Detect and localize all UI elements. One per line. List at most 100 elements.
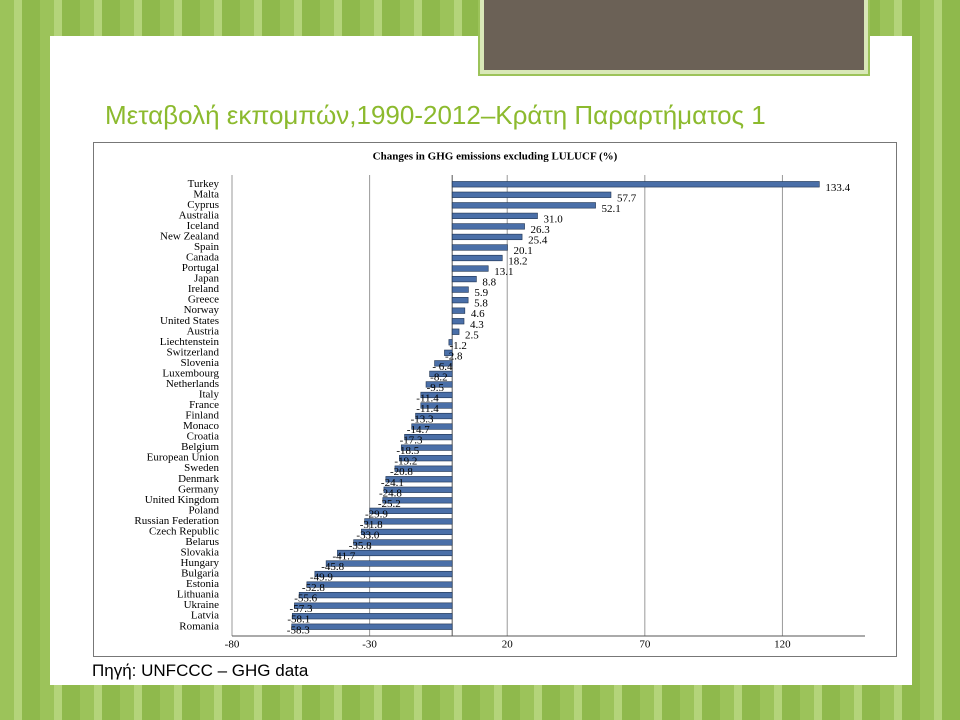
y-tick-label: Canada: [186, 252, 219, 264]
bar: [451, 297, 469, 304]
y-tick-label: European Union: [147, 452, 220, 464]
value-label: -17.3: [400, 435, 423, 447]
value-label: 5.9: [474, 287, 488, 299]
bar: [385, 476, 453, 483]
y-tick-label: Australia: [179, 209, 219, 221]
value-label: -29.9: [365, 508, 388, 520]
value-label: -24.8: [379, 487, 402, 499]
bar: [451, 275, 477, 283]
bar: [451, 244, 508, 251]
value-label: 4.6: [471, 308, 485, 320]
value-label: -20.8: [390, 466, 413, 478]
bar: [382, 497, 453, 504]
y-tick-label: Denmark: [178, 473, 219, 485]
y-tick-label: Malta: [193, 188, 219, 200]
bar: [291, 613, 453, 620]
bar: [451, 286, 469, 293]
bar: [420, 402, 453, 409]
bar: [361, 528, 453, 536]
y-tick-label: Greece: [188, 294, 219, 306]
value-label: 18.2: [508, 256, 527, 268]
y-tick-label: Bulgaria: [181, 568, 219, 580]
y-tick-label: Croatia: [187, 431, 219, 443]
value-label: 31.0: [543, 213, 563, 225]
bar: [451, 233, 523, 241]
value-label: -11.4: [416, 403, 439, 415]
y-tick-label: Ukraine: [184, 599, 220, 611]
y-tick-label: Germany: [178, 483, 219, 495]
chart-title: Changes in GHG emissions excluding LULUC…: [373, 151, 618, 163]
value-label: -58.3: [287, 624, 310, 636]
value-label: 5.8: [474, 298, 488, 310]
value-label: -2.8: [445, 350, 463, 362]
bar: [448, 339, 453, 346]
y-tick-label: Poland: [188, 504, 219, 516]
bar: [451, 254, 503, 262]
value-label: 8.8: [482, 277, 496, 289]
value-label: -11.4: [416, 392, 439, 404]
bar: [294, 602, 453, 609]
bar: [420, 391, 453, 399]
bar: [411, 423, 453, 430]
value-label: -24.1: [381, 477, 404, 489]
y-tick-label: Finland: [185, 410, 219, 422]
y-tick-label: Liechtenstein: [160, 336, 220, 348]
bar: [451, 328, 460, 335]
value-label: 20.1: [513, 245, 532, 257]
y-tick-label: Romania: [179, 620, 219, 632]
value-label: -57.3: [290, 603, 313, 615]
y-tick-label: Latvia: [191, 610, 219, 622]
y-tick-label: United States: [160, 315, 219, 327]
value-label: -31.8: [360, 519, 383, 531]
bar: [415, 412, 453, 420]
y-tick-label: Monaco: [183, 420, 220, 432]
y-tick-label: Hungary: [181, 557, 220, 569]
value-label: 133.4: [825, 182, 850, 194]
y-tick-label: France: [189, 399, 219, 411]
bar: [291, 623, 453, 630]
source: Πηγή: UNFCCC – GHG data: [92, 661, 309, 680]
value-label: -33.0: [356, 529, 379, 541]
y-tick-label: Iceland: [187, 220, 220, 232]
bar: [337, 549, 453, 557]
bar: [400, 444, 453, 451]
y-tick-label: Belarus: [185, 536, 219, 548]
value-label: 52.1: [602, 203, 621, 215]
value-label: 2.5: [465, 329, 479, 341]
y-tick-label: Spain: [194, 241, 220, 253]
value-label: -25.2: [378, 498, 401, 510]
y-tick-label: Czech Republic: [149, 525, 219, 537]
y-tick-label: Turkey: [188, 178, 220, 190]
y-tick-label: Austria: [187, 325, 220, 337]
bar: [306, 581, 453, 588]
bar: [434, 360, 453, 367]
y-tick-label: Belgium: [181, 441, 219, 453]
bar: [353, 539, 453, 546]
value-label: 13.1: [494, 266, 513, 278]
x-tick-label: 20: [502, 639, 514, 651]
y-tick-label: Cyprus: [187, 199, 219, 211]
slide-title: Μεταβολή εκπομπών,1990-2012–Κράτη Παραρτ…: [105, 100, 766, 130]
value-label: -9.5: [427, 382, 445, 394]
bar: [451, 202, 596, 209]
bar: [451, 265, 489, 272]
y-tick-label: Italy: [199, 388, 220, 400]
value-label: -45.8: [321, 561, 344, 573]
y-tick-label: Netherlands: [166, 378, 219, 390]
value-label: -41.7: [332, 551, 355, 563]
value-label: 4.3: [470, 319, 484, 331]
value-label: -13.3: [411, 414, 434, 426]
value-label: - 6.4: [432, 361, 453, 373]
bar: [394, 465, 453, 472]
y-tick-label: Luxembourg: [162, 367, 219, 379]
bar: [451, 181, 820, 188]
bar: [298, 592, 453, 599]
value-label: 26.3: [531, 224, 551, 236]
bar: [425, 381, 453, 388]
bar: [444, 349, 453, 356]
y-tick-label: Lithuania: [177, 589, 219, 601]
value-label: -18.5: [396, 445, 419, 457]
value-label: -1.2: [449, 340, 466, 352]
bar: [404, 434, 453, 441]
